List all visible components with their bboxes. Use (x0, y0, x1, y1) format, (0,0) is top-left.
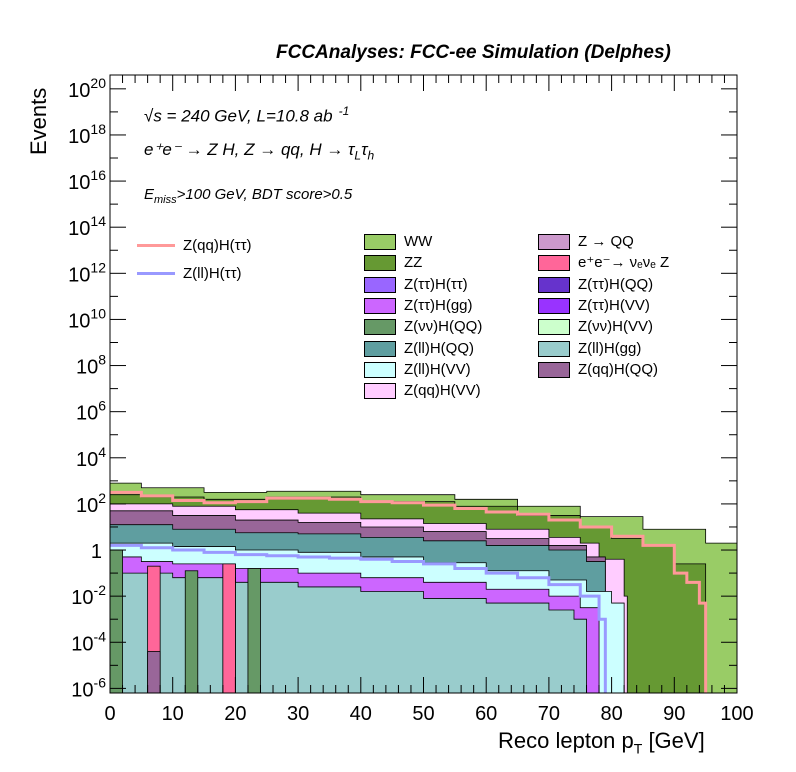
x-axis: 0 10 20 30 40 50 60 70 80 90 100 (104, 75, 754, 725)
spike-bar-2-0 (147, 651, 161, 694)
legend-fill-swatch (538, 234, 570, 250)
legend-fill-label: Z(ll)H(VV) (404, 360, 471, 378)
selection-annotation: Emiss>100 GeV, BDT score>0.5 (144, 186, 353, 206)
legend-fill-swatch (364, 276, 396, 293)
spike-bar-0-3 (247, 568, 261, 694)
legend-fill-swatch (538, 255, 570, 272)
x-tick-label: 20 (224, 703, 246, 725)
legend-fill-label: ZZ (404, 254, 423, 272)
legend-line-label: Z(qq)H(ττ) (183, 237, 252, 254)
legend-fill-swatch (364, 234, 396, 250)
legend-fill-label: Z(ll)H(gg) (578, 339, 642, 357)
legend-fill-label: e⁺e⁻→ νₑνₑ Z (578, 254, 670, 272)
legend-fill-label: Z(ττ)H(VV) (578, 296, 650, 314)
stack-spikes (109, 549, 261, 694)
legend-line-swatch (137, 244, 175, 247)
y-tick-label: 1014 (68, 213, 106, 240)
y-axis: 10-6 10-4 10-2 1 102 104 106 108 1010 1012 1014 101… (68, 75, 737, 701)
y-tick-label: 1018 (68, 121, 106, 148)
legend-fill-label: Z(ττ)H(gg) (404, 296, 473, 314)
y-axis-label: Events (26, 87, 51, 155)
x-tick-label: 50 (412, 703, 434, 725)
y-tick-label: 1016 (68, 167, 106, 194)
legend-fill-label: Z(νν)H(QQ) (404, 318, 483, 336)
legend-fill-label: Z(ττ)H(ττ) (404, 275, 468, 293)
series-line-1 (110, 543, 607, 693)
spike-bar-0-1 (184, 570, 199, 694)
spike-bar-0-0 (109, 549, 123, 694)
y-tick-label: 106 (76, 398, 106, 425)
legend-fill-label: Z(ll)H(QQ) (404, 339, 474, 357)
x-tick-label: 40 (350, 703, 372, 725)
process-annotation: e⁺e⁻ → Z H, Z → qq, H → τLτh (144, 140, 375, 163)
stack-fills (109, 482, 738, 694)
x-tick-label: 90 (663, 703, 685, 725)
legend-fill-swatch (364, 297, 396, 314)
energy-annotation: √s = 240 GeV, L=10.8 ab -1 (144, 104, 350, 126)
y-tick-label: 108 (76, 352, 106, 379)
chart-title: FCCAnalyses: FCC-ee Simulation (Delphes) (276, 42, 671, 63)
legend-fill-swatch (538, 319, 570, 336)
y-tick-label: 1012 (68, 259, 106, 286)
legend-fill-label: Z(qq)H(VV) (404, 382, 481, 400)
y-tick-label: 10-4 (71, 628, 106, 655)
legend-fill-label: WW (404, 233, 433, 250)
legend-fill-swatch (364, 255, 396, 272)
legend-fill-swatch (364, 361, 396, 378)
legend-fill-swatch (538, 361, 570, 378)
legend-fill-swatch (364, 340, 396, 357)
x-tick-label: 10 (162, 703, 184, 725)
legend-fill-label: Z → QQ (578, 233, 634, 250)
x-tick-label: 100 (720, 703, 753, 725)
y-tick-label: 1 (91, 541, 102, 563)
series-line-0 (110, 490, 708, 693)
x-tick-label: 70 (538, 703, 560, 725)
signal-lines (110, 490, 708, 693)
legend-fill-swatch (538, 276, 570, 293)
x-tick-label: 30 (287, 703, 309, 725)
x-tick-label: 0 (104, 703, 115, 725)
x-axis-label: Reco lepton pT [GeV] (498, 728, 705, 757)
y-tick-label: 10-2 (71, 582, 106, 609)
legend-fill-swatch (364, 319, 396, 336)
y-tick-label: 104 (76, 444, 106, 471)
x-tick-label: 80 (600, 703, 622, 725)
legend-line-swatch (137, 272, 175, 275)
legend-fill-label: Z(νν)H(VV) (578, 318, 653, 336)
x-tick-label: 60 (475, 703, 497, 725)
legend-fill-label: Z(ττ)H(QQ) (578, 275, 654, 293)
legend-fill-swatch (364, 383, 396, 400)
y-tick-label: 1010 (68, 305, 106, 332)
y-tick-label: 102 (76, 490, 106, 517)
legend-line-label: Z(ll)H(ττ) (183, 265, 242, 282)
y-tick-label: 1020 (68, 75, 106, 102)
y-tick-label: 10-6 (71, 674, 106, 701)
spike-bar-1-1 (222, 563, 236, 694)
legend-fill-swatch (538, 297, 570, 314)
legend-fill-swatch (538, 340, 570, 357)
legend-fill-label: Z(qq)H(QQ) (578, 360, 658, 378)
